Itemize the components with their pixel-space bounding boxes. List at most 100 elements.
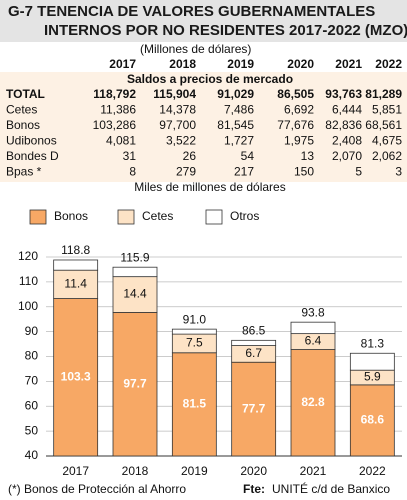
table-cell: 6,444 — [332, 103, 362, 117]
table-cell: 68,561 — [365, 118, 402, 132]
total-label: 81.3 — [361, 336, 385, 350]
bar-label: 68.6 — [361, 413, 385, 427]
table-cell: 1,727 — [224, 134, 254, 148]
table-cell: 5,851 — [372, 103, 402, 117]
row-label: TOTAL — [6, 87, 45, 101]
table-cell: 217 — [234, 165, 254, 179]
bar-label: 81.5 — [183, 397, 207, 411]
table-cell: 82,836 — [325, 118, 362, 132]
bar-segment — [290, 321, 336, 335]
table-cell: 26 — [183, 149, 197, 163]
table-cell: 4,081 — [106, 134, 136, 148]
x-tick-label: 2020 — [240, 464, 267, 478]
source: UNITÉ c/d de Banxico — [272, 481, 390, 496]
row-label: Cetes — [6, 103, 37, 117]
bar-segment — [112, 312, 158, 457]
table-cell: 1,975 — [284, 134, 314, 148]
table-cell: 3 — [395, 165, 402, 179]
row-label: Udibonos — [6, 134, 57, 148]
y-tick-label: 100 — [18, 299, 38, 313]
total-label: 86.5 — [242, 324, 266, 338]
column-header: 2019 — [227, 57, 254, 71]
bar-label: 77.7 — [242, 401, 266, 415]
table-cell: 7,486 — [224, 103, 254, 117]
y-tick-label: 120 — [18, 249, 38, 263]
legend-swatch — [117, 209, 135, 225]
legend-label: Otros — [230, 209, 259, 223]
x-tick-label: 2018 — [122, 464, 149, 478]
table-cell: 81,289 — [365, 87, 402, 101]
bar-segment — [171, 352, 217, 457]
column-header: 2021 — [335, 57, 362, 71]
table-cell: 86,505 — [277, 87, 314, 101]
total-label: 91.0 — [183, 312, 207, 326]
y-tick-label: 60 — [25, 398, 39, 412]
table-cell: 150 — [294, 165, 314, 179]
table-cell: 8 — [129, 165, 136, 179]
column-header: 2018 — [169, 57, 196, 71]
table-cell: 115,904 — [153, 87, 196, 101]
y-tick-label: 90 — [25, 324, 39, 338]
bar-label: 5.9 — [364, 370, 381, 384]
bar-segment — [112, 276, 158, 313]
bar-segment — [112, 266, 158, 278]
title: G-7 TENENCIA DE VALORES GUBERNAMENTALES — [8, 3, 375, 20]
table-cell: 13 — [301, 149, 315, 163]
bar-label: 6.4 — [305, 334, 322, 348]
row-label: Bondes D — [6, 149, 59, 163]
bar-label: 11.4 — [64, 277, 87, 291]
table-section: Saldos a precios de mercado — [127, 72, 293, 86]
table-cell: 97,700 — [159, 118, 196, 132]
source-label: Fte: — [243, 482, 265, 496]
table-cell: 3,522 — [166, 134, 196, 148]
legend-label: Cetes — [142, 209, 173, 223]
y-tick-label: 110 — [19, 274, 38, 288]
table-cell: 2,062 — [372, 149, 402, 163]
table-cell: 2,070 — [332, 149, 362, 163]
table-cell: 6,692 — [284, 103, 314, 117]
row-label: Bpas * — [6, 165, 42, 179]
x-tick-label: 2021 — [300, 464, 327, 478]
bar-segment — [53, 259, 99, 271]
x-tick-label: 2019 — [181, 464, 208, 478]
column-header: 2022 — [375, 57, 402, 71]
bar-label: 103.3 — [61, 369, 91, 383]
table-cell: 103,286 — [93, 118, 137, 132]
table-cell: 11,386 — [100, 103, 136, 117]
x-tick-label: 2017 — [62, 464, 89, 478]
column-header: 2020 — [287, 57, 314, 71]
bar-segment — [231, 339, 277, 346]
y-tick-label: 50 — [25, 423, 39, 437]
bar-segment — [349, 384, 395, 457]
table-cell: 81,545 — [217, 118, 254, 132]
y-tick-label: 40 — [25, 448, 39, 462]
bar-label: 14.4 — [123, 287, 147, 301]
bar-label: 7.5 — [186, 336, 203, 350]
bar-label: 82.8 — [301, 395, 325, 409]
table-cell: 31 — [123, 149, 137, 163]
table-cell: 4,675 — [372, 134, 402, 148]
legend-label: Bonos — [54, 209, 88, 223]
title: INTERNOS POR NO RESIDENTES 2017-2022 (MZ… — [44, 22, 407, 39]
table-cell: 93,763 — [325, 87, 362, 101]
table-cell: 5 — [355, 165, 362, 179]
bar-segment — [53, 269, 99, 299]
chart-title: Miles de millones de dólares — [134, 180, 285, 194]
table-cell: 279 — [176, 165, 196, 179]
table-cell: 54 — [241, 149, 255, 163]
table-cell: 91,029 — [217, 87, 254, 101]
table-cell: 14,378 — [159, 103, 196, 117]
bar-label: 6.7 — [245, 346, 262, 360]
x-tick-label: 2022 — [359, 464, 386, 478]
total-label: 93.8 — [301, 305, 325, 319]
bar-segment — [231, 361, 277, 457]
y-tick-label: 80 — [25, 349, 39, 363]
table-cell: 2,408 — [332, 134, 362, 148]
y-tick-label: 70 — [25, 374, 39, 388]
row-label: Bonos — [6, 118, 40, 132]
bar-segment — [349, 352, 395, 371]
table-cell: 77,676 — [277, 118, 314, 132]
total-label: 115.9 — [120, 250, 149, 264]
